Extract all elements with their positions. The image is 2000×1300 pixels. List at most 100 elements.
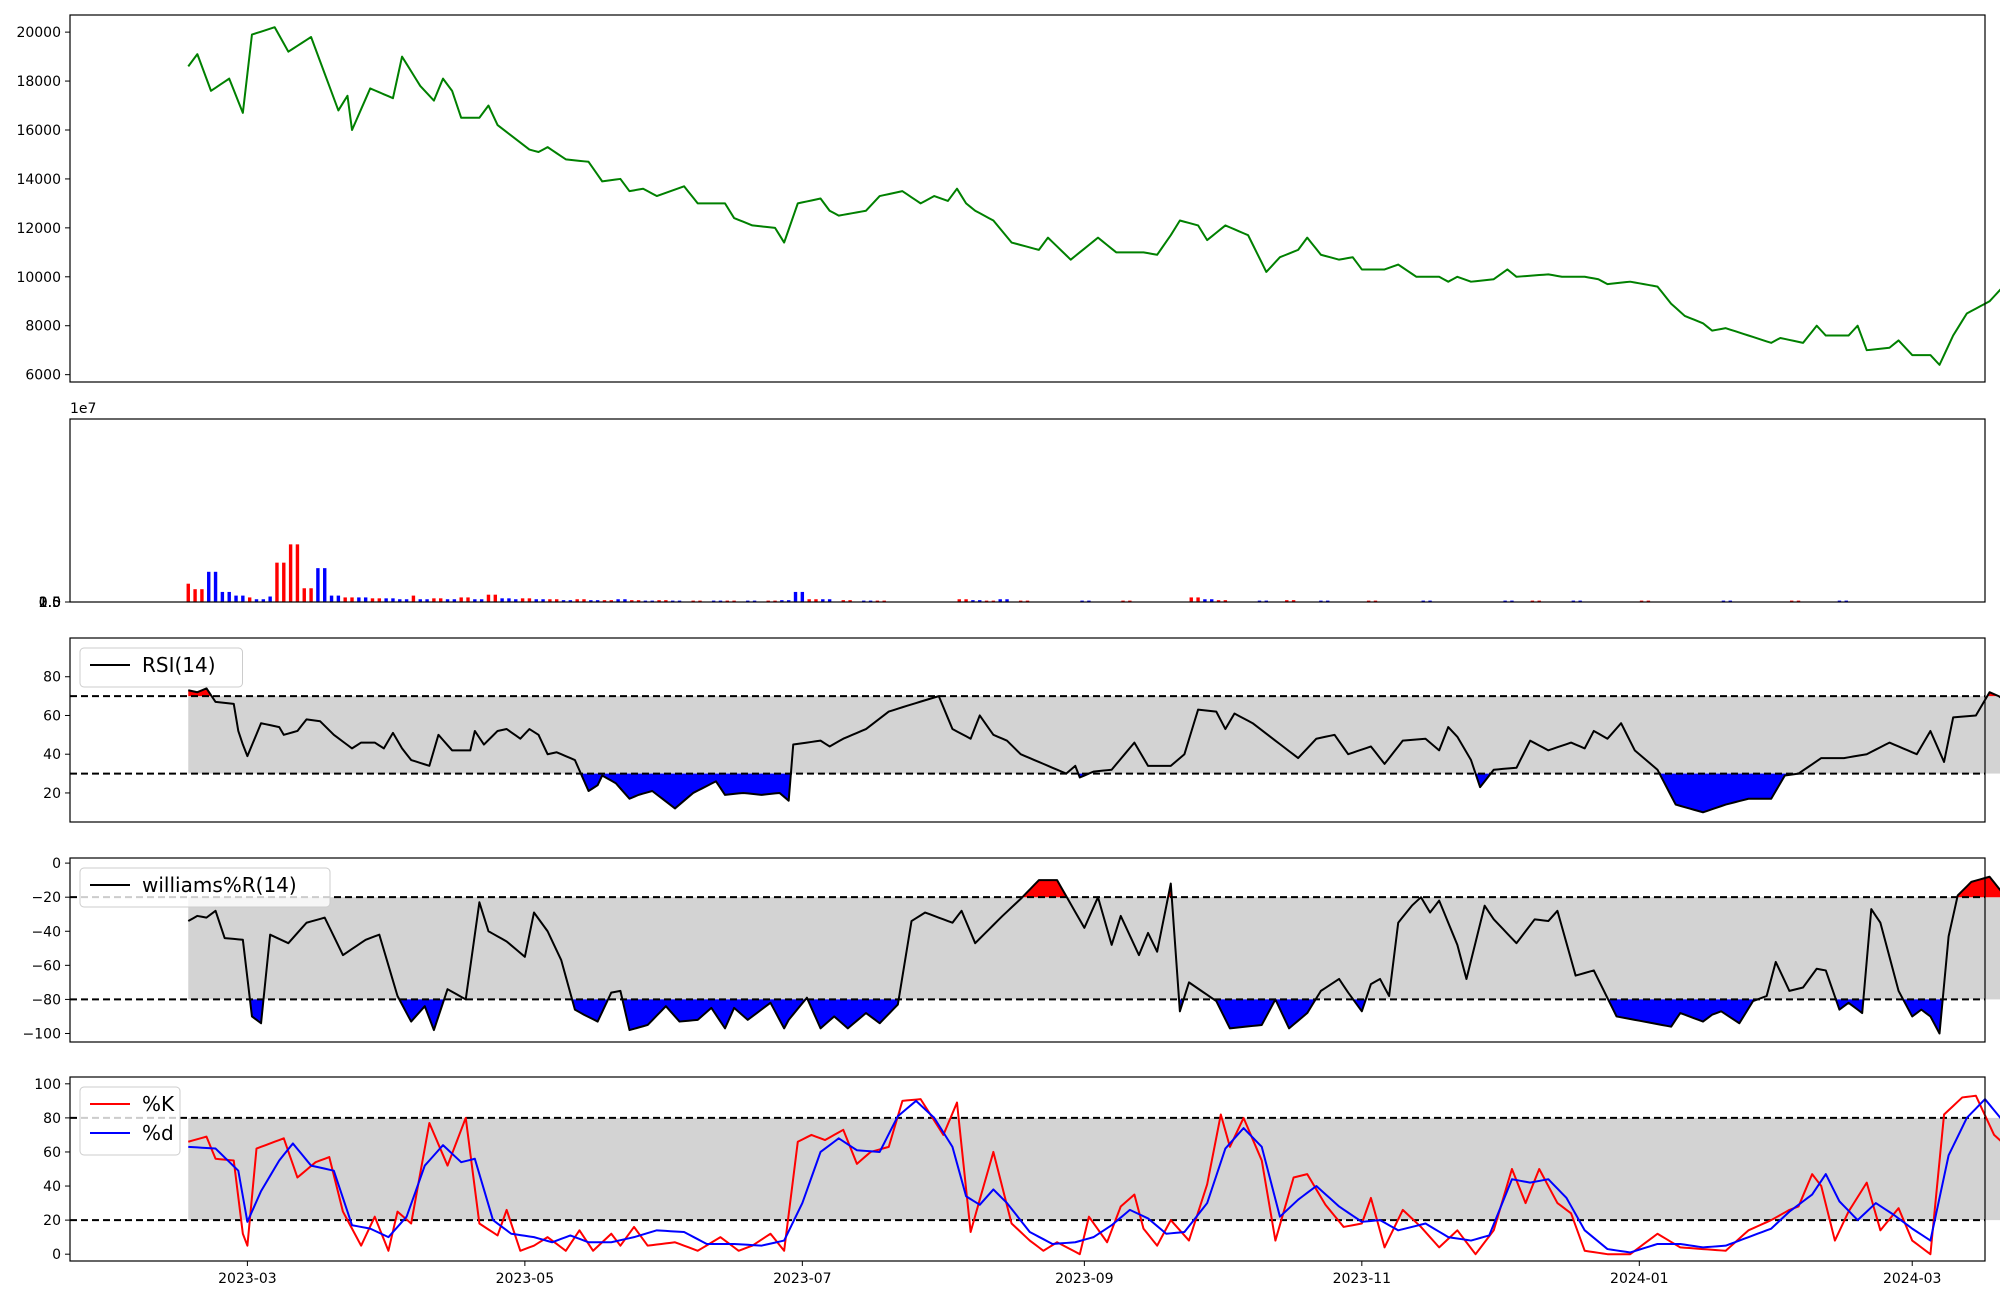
- x-tick-label-2: 2023-07: [773, 1271, 832, 1287]
- rsi-ytick-label-2: 60: [43, 708, 61, 724]
- volume-bar: [677, 600, 682, 602]
- volume-bar: [636, 600, 641, 602]
- volume-bar: [1789, 600, 1794, 602]
- volume-bar: [643, 600, 648, 602]
- volume-bar: [500, 598, 504, 602]
- volume-bar: [1421, 600, 1425, 602]
- volume-bar: [1503, 600, 1507, 602]
- volume-bar: [452, 599, 457, 602]
- x-tick-label-1: 2023-05: [496, 1271, 555, 1287]
- volume-bar: [541, 599, 545, 602]
- williams-panel: 0 −20 −40 −60 −80 −100 williams%R(14): [23, 856, 2000, 1043]
- volume-bar: [1121, 600, 1125, 602]
- volume-bar: [268, 596, 272, 602]
- volume-bar: [418, 599, 422, 602]
- volume-bar: [350, 597, 354, 602]
- williams-ytick-label-5: −100: [23, 1026, 61, 1042]
- volume-bar: [391, 598, 395, 602]
- volume-bar: [664, 600, 668, 602]
- rsi-ytick-label-1: 40: [43, 747, 61, 763]
- volume-ytick-label-4: 2.0: [39, 595, 61, 611]
- volume-bar: [507, 598, 511, 602]
- volume-bar: [288, 544, 293, 602]
- volume-bar: [1189, 597, 1193, 602]
- volume-bar: [1285, 600, 1289, 602]
- rsi-ytick-label-3: 80: [43, 670, 61, 686]
- volume-bar: [295, 544, 300, 602]
- volume-bar: [827, 599, 832, 602]
- volume-bar: [227, 591, 231, 602]
- volume-bar: [247, 597, 252, 602]
- volume-bar: [875, 600, 880, 602]
- volume-bar: [862, 600, 866, 602]
- volume-bar: [964, 599, 968, 602]
- volume-bar: [1319, 600, 1323, 602]
- volume-bar: [807, 599, 811, 602]
- volume-bar: [1428, 600, 1432, 602]
- volume-bar: [275, 562, 279, 602]
- volume-bar: [821, 599, 825, 602]
- stochastic-ytick-label-0: 0: [52, 1247, 61, 1263]
- volume-bar: [766, 600, 770, 602]
- stochastic-ytick-label-3: 60: [43, 1145, 61, 1161]
- x-tick-label-4: 2023-11: [1333, 1271, 1392, 1287]
- volume-bar: [991, 600, 996, 602]
- rsi-panel: 20 40 60 80 RSI(14): [43, 637, 2000, 823]
- volume-bar: [1578, 600, 1582, 602]
- rsi-neutral-band: [188, 696, 2000, 774]
- volume-bar: [848, 600, 852, 602]
- volume-bar: [1018, 600, 1023, 602]
- volume-panel: 0.00.51.01.52.0 1e7: [39, 401, 1986, 611]
- volume-bar: [595, 600, 600, 602]
- stochastic-ytick-label-5: 100: [34, 1077, 61, 1093]
- volume-bar: [241, 595, 245, 602]
- volume-bar: [514, 599, 518, 602]
- volume-bar: [582, 599, 586, 602]
- rsi-legend-box: [79, 647, 243, 688]
- volume-bar: [793, 591, 798, 602]
- volume-bar: [316, 568, 320, 602]
- volume-ytick-label-1: 0.5: [39, 595, 61, 611]
- volume-bar: [323, 568, 327, 602]
- williams-ytick-label-2: −40: [31, 924, 61, 940]
- volume-bar: [841, 600, 845, 602]
- volume-bar: [445, 599, 450, 602]
- volume-bar: [1646, 600, 1651, 602]
- price-panel: 6000 8000 10000 12000 14000 16000 18000 20000: [16, 14, 2000, 384]
- volume-bar: [1196, 597, 1200, 602]
- volume-bar: [882, 600, 886, 602]
- volume-offset-label: 1e7: [70, 401, 96, 417]
- volume-bar: [186, 583, 190, 602]
- volume-bar: [357, 597, 361, 602]
- williams-ytick-label-4: −80: [31, 992, 61, 1008]
- volume-bar: [602, 600, 607, 602]
- volume-bar: [630, 600, 634, 602]
- volume-bar: [732, 600, 736, 602]
- stochastic-frame: [69, 1076, 1986, 1262]
- volume-bar: [725, 600, 729, 602]
- volume-ytick-label-2: 1.0: [39, 595, 61, 611]
- volume-bar: [377, 598, 382, 602]
- volume-bar: [1087, 600, 1091, 602]
- volume-bar: [302, 588, 306, 602]
- volume-bar: [473, 599, 477, 602]
- x-tick-label-0: 2023-03: [218, 1271, 277, 1287]
- price-line: [187, 26, 2000, 366]
- price-ytick-label-4: 14000: [16, 172, 61, 188]
- volume-bar: [1728, 600, 1732, 602]
- volume-bar: [527, 598, 532, 602]
- volume-bar: [1257, 600, 1262, 602]
- price-ytick-label-3: 12000: [16, 221, 61, 237]
- volume-bar: [1844, 600, 1848, 602]
- volume-bar: [439, 598, 443, 602]
- stochastic-series-d-line: [188, 1098, 2000, 1254]
- volume-bar: [1216, 600, 1221, 602]
- volume-bar: [432, 598, 436, 602]
- stochastic-series-k-line: [187, 1094, 2000, 1256]
- williams-legend-box: [79, 867, 331, 908]
- williams-ytick-label-1: −20: [31, 890, 61, 906]
- williams-ytick-label-3: −60: [31, 958, 61, 974]
- volume-bar: [609, 600, 613, 602]
- williams-neutral-band: [188, 897, 2000, 1000]
- volume-bar: [718, 600, 723, 602]
